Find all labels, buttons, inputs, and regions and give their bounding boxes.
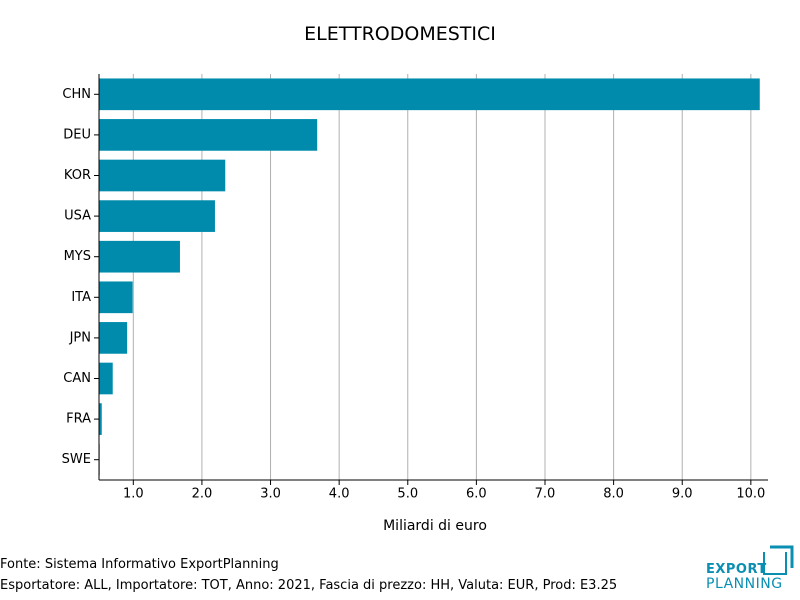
x-tick-label: 1.0 bbox=[123, 487, 144, 502]
x-tick-label: 8.0 bbox=[603, 487, 624, 502]
x-tick-label: 2.0 bbox=[192, 487, 213, 502]
bar-fra bbox=[99, 403, 102, 435]
source-note: Fonte: Sistema Informativo ExportPlannin… bbox=[0, 557, 279, 572]
logo-mark-icon bbox=[763, 545, 794, 575]
bar-usa bbox=[99, 200, 215, 232]
x-tick-label: 10.0 bbox=[736, 487, 765, 502]
y-tick-label: USA bbox=[64, 209, 91, 224]
axes bbox=[94, 74, 768, 485]
x-tick-label: 9.0 bbox=[672, 487, 693, 502]
x-tick-label: 4.0 bbox=[329, 487, 350, 502]
y-tick-label: FRA bbox=[66, 412, 91, 427]
bars bbox=[99, 78, 760, 476]
x-tick-label: 7.0 bbox=[535, 487, 556, 502]
x-tick-label: 5.0 bbox=[397, 487, 418, 502]
y-tick-labels: CHN DEU KOR USA MYS ITA JPN CAN FRA SWE bbox=[62, 87, 91, 467]
x-tick-labels: 1.0 2.0 3.0 4.0 5.0 6.0 7.0 8.0 9.0 10.0 bbox=[123, 487, 765, 502]
y-tick-label: KOR bbox=[64, 168, 91, 183]
x-axis-label: Miliardi di euro bbox=[383, 518, 487, 534]
y-tick-label: DEU bbox=[63, 127, 91, 142]
exportplanning-logo: EXPORT PLANNING bbox=[704, 544, 796, 594]
y-tick-label: JPN bbox=[69, 330, 91, 345]
chart-title: ELETTRODOMESTICI bbox=[304, 23, 496, 45]
bar-ita bbox=[99, 281, 133, 314]
bar-deu bbox=[99, 119, 318, 151]
y-tick-label: ITA bbox=[71, 290, 91, 305]
logo-text-planning: PLANNING bbox=[706, 576, 783, 592]
x-tick-label: 3.0 bbox=[260, 487, 281, 502]
bar-mys bbox=[99, 240, 180, 273]
logo-text-export: EXPORT bbox=[706, 562, 767, 577]
bar-chn bbox=[99, 78, 760, 111]
bar-jpn bbox=[99, 322, 128, 354]
bar-can bbox=[99, 362, 113, 395]
bar-kor bbox=[99, 159, 226, 192]
details-note: Esportatore: ALL, Importatore: TOT, Anno… bbox=[0, 578, 618, 593]
y-tick-label: CHN bbox=[62, 87, 91, 102]
x-tick-label: 6.0 bbox=[466, 487, 487, 502]
y-tick-label: MYS bbox=[64, 249, 91, 264]
y-tick-label: CAN bbox=[63, 371, 91, 386]
y-tick-label: SWE bbox=[62, 452, 91, 467]
